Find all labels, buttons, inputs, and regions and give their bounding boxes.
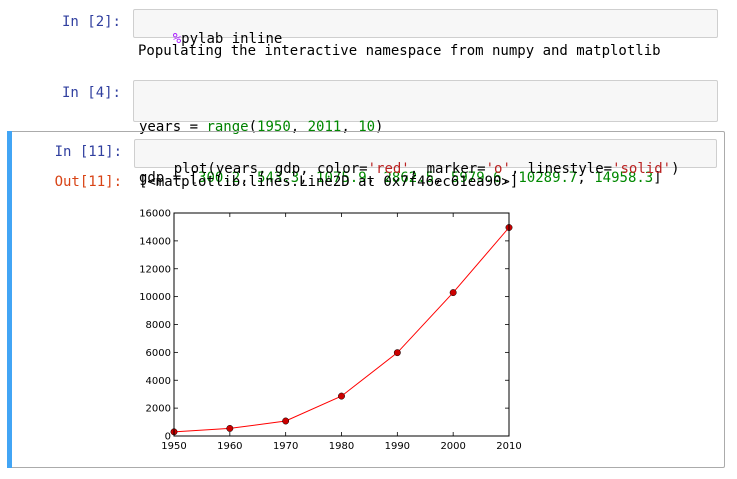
code-line: %pylab inline — [173, 31, 283, 47]
input-prompt: In [11]: — [54, 144, 122, 160]
x-tick-label: 1990 — [385, 441, 410, 452]
stream-output: Populating the interactive namespace fro… — [138, 43, 661, 59]
code-token: , — [577, 170, 595, 186]
code-token: 14958.3 — [594, 170, 654, 186]
code-input[interactable]: plot(years, gdp, color='red', marker='o'… — [134, 139, 717, 177]
plot-frame — [173, 212, 510, 437]
code-token: pylab inline — [181, 31, 283, 47]
data-point — [282, 417, 290, 425]
code-token: 543.3 — [257, 170, 300, 186]
code-token: , — [290, 119, 308, 135]
code-token: , linestyle= — [510, 161, 613, 177]
plot-area — [174, 213, 509, 436]
code-token: 10289.7 — [518, 170, 578, 186]
code-token: % — [172, 31, 182, 47]
code-token: , marker= — [409, 161, 486, 177]
code-token: 'solid' — [612, 161, 672, 177]
code-token: 2862.5 — [383, 170, 435, 186]
code-token: ( — [248, 119, 258, 135]
x-tick-label: 2010 — [496, 441, 521, 452]
y-tick-label: 2000 — [146, 404, 171, 415]
code-token: , — [501, 170, 519, 186]
code-input[interactable]: years = range(1950, 2011, 10) gdp = [300… — [133, 80, 718, 186]
y-tick-label: 6000 — [146, 348, 171, 359]
y-tick-label: 12000 — [139, 264, 171, 275]
code-token: gdp = [ — [139, 170, 199, 186]
y-tick-label: 8000 — [146, 320, 171, 331]
code-token: 'red' — [367, 161, 410, 177]
code-line: gdp = [300.2, 543.3, 1075.9, 2862.5, 597… — [139, 170, 712, 187]
x-tick-label: 1970 — [273, 441, 298, 452]
code-token: plot(years, gdp, color= — [173, 161, 368, 177]
code-token: , — [240, 170, 258, 186]
code-token: 300.2 — [198, 170, 241, 186]
x-tick-label: 1960 — [217, 441, 242, 452]
y-tick-label: 14000 — [139, 236, 171, 247]
code-token: ] — [653, 170, 662, 186]
code-token: 1075.9 — [316, 170, 367, 186]
input-prompt: In [4]: — [61, 85, 121, 101]
code-token: 5979.6 — [450, 170, 502, 186]
y-tick-label: 10000 — [139, 292, 171, 303]
notebook-cell-1[interactable]: In [2]: %pylab inline Populating the int… — [7, 7, 725, 69]
x-tick-label: 1980 — [329, 441, 354, 452]
data-point — [226, 424, 234, 432]
data-point — [449, 289, 457, 297]
y-tick-label: 0 — [165, 432, 171, 443]
line-chart: 0 2000 4000 6000 8000 10000 12000 14000 16000 195… — [139, 209, 522, 453]
output-prompt: Out[11]: — [54, 174, 122, 190]
code-token: ) — [375, 119, 384, 135]
code-token: , — [434, 170, 451, 186]
x-tick-label: 2000 — [440, 441, 465, 452]
code-token: , — [366, 170, 384, 186]
code-token: , — [341, 119, 359, 135]
y-tick-label: 4000 — [146, 376, 171, 387]
data-point — [338, 392, 345, 400]
x-tick-label: 1950 — [161, 441, 186, 452]
code-input[interactable]: %pylab inline — [133, 9, 718, 47]
data-point — [393, 349, 401, 357]
code-line: plot(years, gdp, color='red', marker='o'… — [174, 161, 680, 177]
execute-result: [<matplotlib.lines.Line2D at 0x7f46ec61e… — [139, 174, 519, 190]
y-tick-label: 16000 — [139, 209, 171, 220]
code-token: 'o' — [485, 161, 511, 177]
code-token: ) — [671, 161, 680, 177]
notebook-cell-2[interactable]: In [4]: years = range(1950, 2011, 10) gd… — [7, 77, 725, 186]
notebook-cell-3-selected[interactable]: In [11]: plot(years, gdp, color='red', m… — [7, 131, 725, 468]
code-token: , — [299, 170, 317, 186]
input-prompt: In [2]: — [61, 14, 121, 30]
